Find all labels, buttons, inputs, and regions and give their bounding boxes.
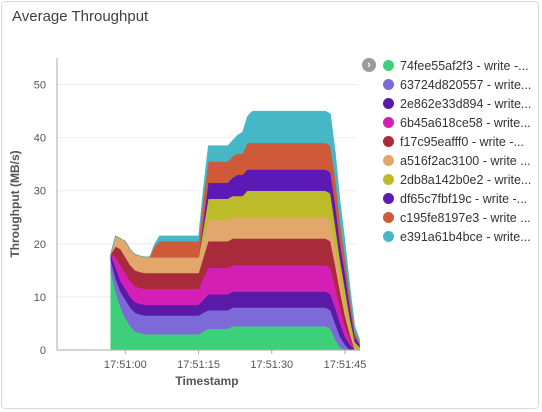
- legend-item[interactable]: e391a61b4bce - write...: [383, 227, 532, 246]
- legend-color-dot: [383, 98, 394, 109]
- legend-label: e391a61b4bce - write...: [400, 229, 531, 244]
- x-axis-ticks: 17:51:00 17:51:15 17:51:30 17:51:45: [104, 350, 366, 371]
- legend-label: 74fee55af2f3 - write -...: [400, 58, 529, 73]
- legend-item[interactable]: a516f2ac3100 - write ...: [383, 151, 532, 170]
- legend-label: 6b45a618ce58 - write...: [400, 115, 531, 130]
- legend-item[interactable]: 74fee55af2f3 - write -...: [383, 56, 532, 75]
- legend-list: 74fee55af2f3 - write -... 63724d820557 - …: [383, 56, 532, 246]
- legend-color-dot: [383, 212, 394, 223]
- area-series-9[interactable]: [110, 110, 360, 343]
- chevron-right-icon[interactable]: ›: [362, 58, 376, 72]
- y-tick-label: 10: [34, 292, 46, 304]
- legend-color-dot: [383, 155, 394, 166]
- legend-item[interactable]: c195fe8197e3 - write ...: [383, 208, 532, 227]
- y-axis-ticks: 0 10 20 30 40 50: [34, 80, 46, 357]
- legend-item[interactable]: f17c95eafff0 - write -...: [383, 132, 532, 151]
- legend-item[interactable]: 6b45a618ce58 - write...: [383, 113, 532, 132]
- legend-color-dot: [383, 174, 394, 185]
- legend-item[interactable]: 63724d820557 - write...: [383, 75, 532, 94]
- x-tick-label: 17:51:30: [250, 359, 293, 371]
- x-tick-label: 17:51:15: [177, 359, 220, 371]
- legend-label: a516f2ac3100 - write ...: [400, 153, 531, 168]
- legend-item[interactable]: 2db8a142b0e2 - write...: [383, 170, 532, 189]
- legend-item[interactable]: 2e862e33d894 - write...: [383, 94, 532, 113]
- axes: [56, 58, 357, 351]
- x-tick-label: 17:51:00: [104, 359, 147, 371]
- y-tick-label: 30: [34, 186, 46, 198]
- x-axis-title: Timestamp: [175, 374, 238, 388]
- legend-color-dot: [383, 136, 394, 147]
- legend-label: f17c95eafff0 - write -...: [400, 134, 524, 149]
- legend-label: c195fe8197e3 - write ...: [400, 210, 531, 225]
- stacked-areas[interactable]: [110, 110, 361, 351]
- y-tick-label: 0: [40, 345, 46, 357]
- legend-color-dot: [383, 60, 394, 71]
- y-axis-title: Throughput (MB/s): [8, 150, 22, 257]
- x-tick-label: 17:51:45: [324, 359, 367, 371]
- y-tick-label: 50: [34, 80, 46, 92]
- panel-title: Average Throughput: [12, 8, 149, 25]
- legend-label: 2db8a142b0e2 - write...: [400, 172, 532, 187]
- legend-color-dot: [383, 79, 394, 90]
- legend-color-dot: [383, 117, 394, 128]
- legend-color-dot: [383, 231, 394, 242]
- legend-label: df65c7fbf19c - write -...: [400, 191, 528, 206]
- legend-item[interactable]: df65c7fbf19c - write -...: [383, 189, 532, 208]
- y-tick-label: 20: [34, 239, 46, 251]
- y-tick-label: 40: [34, 133, 46, 145]
- legend-color-dot: [383, 193, 394, 204]
- legend-label: 2e862e33d894 - write...: [400, 96, 532, 111]
- legend-label: 63724d820557 - write...: [400, 77, 532, 92]
